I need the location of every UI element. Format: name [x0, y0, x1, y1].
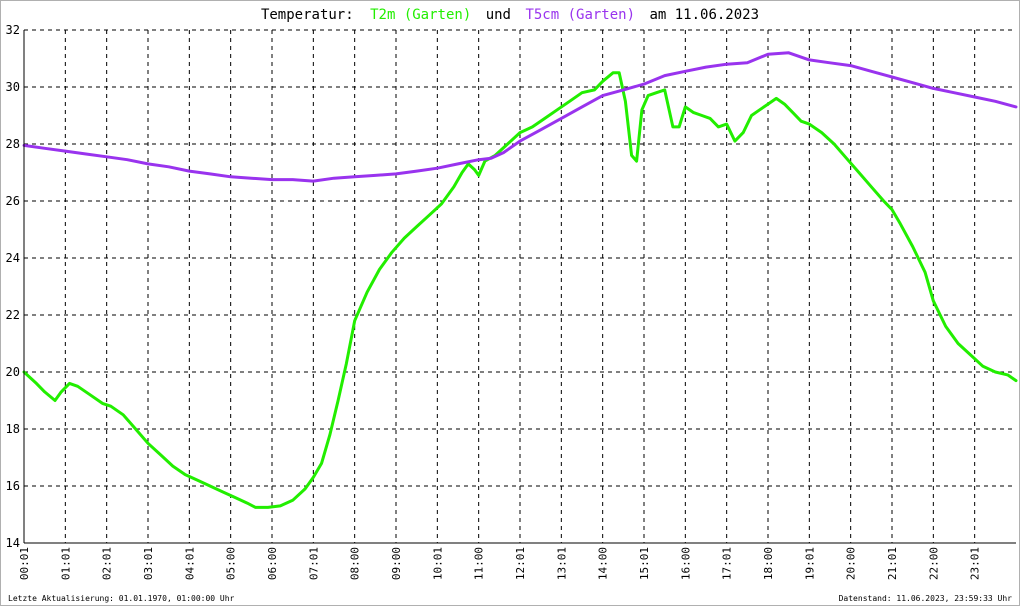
- x-tick-label: 05:00: [225, 547, 238, 580]
- x-tick-label: 02:01: [101, 547, 114, 580]
- x-tick-label: 18:00: [762, 547, 775, 580]
- y-tick-label: 14: [6, 536, 20, 550]
- footer-data-status: Datenstand: 11.06.2023, 23:59:33 Uhr: [839, 594, 1013, 603]
- series-t2m-line: [22, 71, 1018, 509]
- title-connector: und: [486, 7, 511, 23]
- x-tick-label: 17:01: [721, 547, 734, 580]
- x-tick-label: 14:00: [597, 547, 610, 580]
- title-prefix: Temperatur:: [261, 7, 354, 23]
- x-tick-label: 12:01: [514, 547, 527, 580]
- x-tick-label: 11:00: [473, 547, 486, 580]
- y-tick-label: 30: [6, 80, 20, 94]
- x-tick-label: 23:01: [969, 547, 982, 580]
- x-tick-label: 01:01: [59, 547, 72, 580]
- x-tick-label: 03:01: [142, 547, 155, 580]
- axes: [23, 30, 1016, 544]
- x-tick-label: 20:00: [845, 547, 858, 580]
- title-suffix: am 11.06.2023: [649, 7, 759, 23]
- y-tick-label: 18: [6, 422, 20, 436]
- y-tick-label: 32: [6, 23, 20, 37]
- x-tick-label: 00:01: [18, 547, 31, 580]
- x-tick-label: 16:00: [679, 547, 692, 580]
- y-tick-label: 28: [6, 137, 20, 151]
- x-tick-label: 07:01: [307, 547, 320, 580]
- footer-last-update: Letzte Aktualisierung: 01.01.1970, 01:00…: [8, 594, 235, 603]
- y-tick-label: 24: [6, 251, 20, 265]
- x-tick-label: 09:00: [390, 547, 403, 580]
- series-lines: [22, 51, 1018, 509]
- x-tick-label: 04:01: [183, 547, 196, 580]
- x-tick-label: 08:00: [349, 547, 362, 580]
- y-tick-label: 26: [6, 194, 20, 208]
- chart-title: Temperatur: T2m (Garten) und T5cm (Garte…: [261, 7, 759, 23]
- x-tick-label: 21:01: [886, 547, 899, 580]
- x-tick-labels: 00:01 01:01 02:01 03:01 04:01 05:00 06:00 07:01…: [18, 547, 982, 580]
- y-tick-labels: 14 16 18 20 22 24 26 28 30 32: [6, 23, 20, 550]
- title-series1-label: T2m (Garten): [370, 7, 471, 23]
- x-tick-label: 10:01: [431, 547, 444, 580]
- y-tick-label: 16: [6, 479, 20, 493]
- x-tick-label: 13:01: [555, 547, 568, 580]
- y-tick-label: 20: [6, 365, 20, 379]
- series-t5cm-line: [22, 51, 1018, 183]
- x-tick-label: 19:01: [803, 547, 816, 580]
- x-tick-label: 22:00: [927, 547, 940, 580]
- x-tick-label: 06:00: [266, 547, 279, 580]
- x-tick-label: 15:01: [638, 547, 651, 580]
- y-tick-label: 22: [6, 308, 20, 322]
- title-series2-label: T5cm (Garten): [525, 7, 635, 23]
